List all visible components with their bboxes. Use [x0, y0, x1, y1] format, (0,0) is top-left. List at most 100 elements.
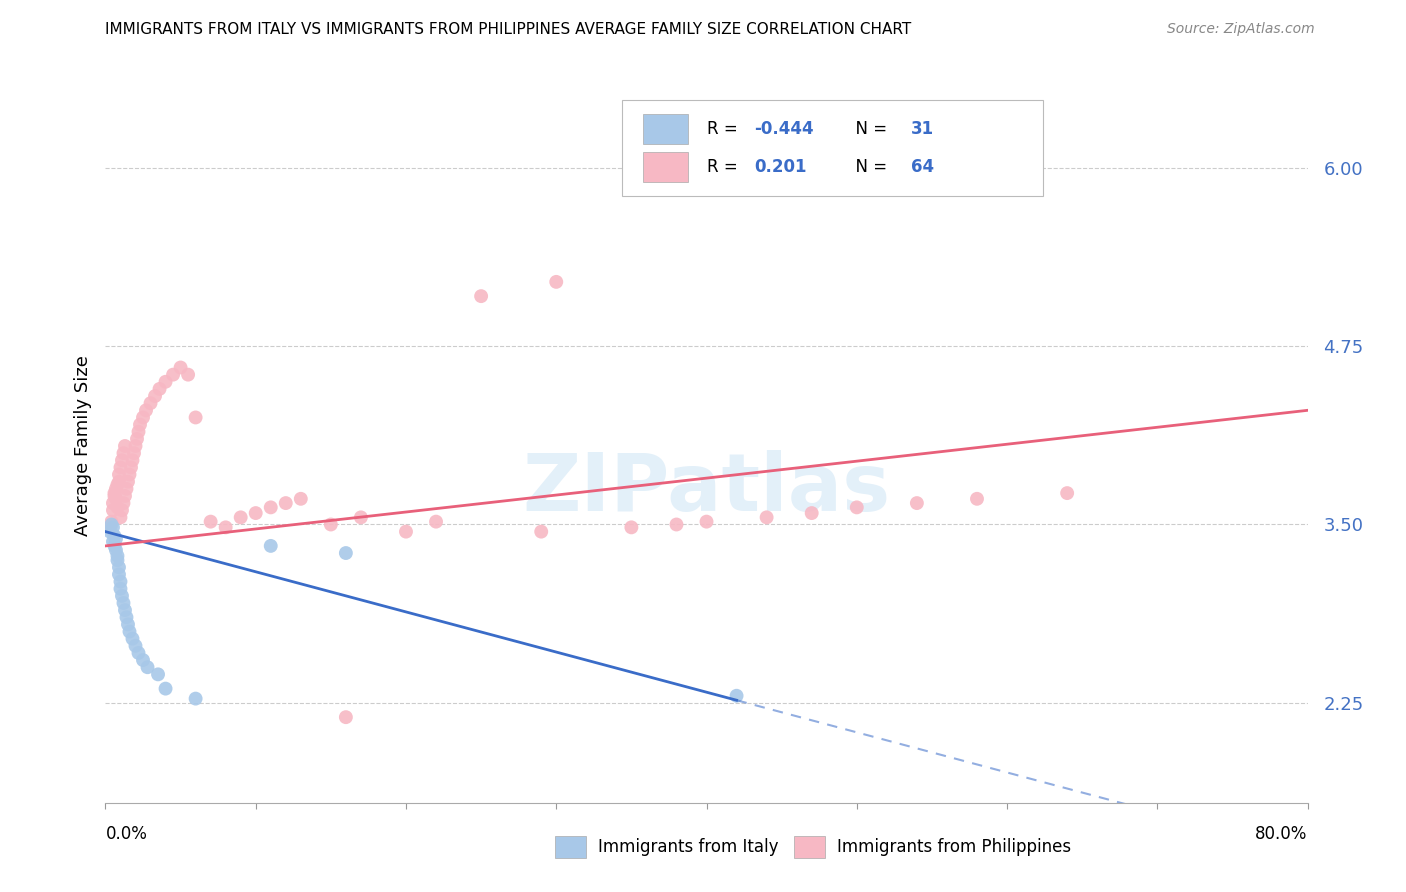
Point: [118, 624, 141, 639]
Point: [245, 506, 267, 520]
Text: 0.0%: 0.0%: [105, 825, 148, 843]
Point: [139, 396, 162, 410]
Point: [114, 603, 136, 617]
Point: [115, 610, 138, 624]
Point: [98, 520, 121, 534]
Point: [129, 417, 152, 432]
Point: [115, 482, 138, 496]
Point: [148, 382, 170, 396]
Point: [155, 681, 177, 696]
Point: [100, 515, 122, 529]
Point: [184, 691, 207, 706]
Point: [103, 529, 125, 543]
Point: [104, 491, 127, 506]
Point: [121, 632, 143, 646]
Point: [620, 520, 643, 534]
Text: Source: ZipAtlas.com: Source: ZipAtlas.com: [1167, 22, 1315, 37]
Point: [107, 549, 129, 563]
Point: [110, 460, 132, 475]
Point: [725, 689, 748, 703]
Point: [169, 360, 191, 375]
Point: [128, 646, 150, 660]
Text: Immigrants from Philippines: Immigrants from Philippines: [837, 838, 1071, 856]
Point: [117, 475, 139, 489]
Text: 64: 64: [911, 158, 934, 176]
Point: [107, 553, 129, 567]
Point: [110, 582, 132, 596]
Point: [546, 275, 568, 289]
Point: [111, 589, 134, 603]
Point: [143, 389, 166, 403]
Point: [112, 496, 135, 510]
Point: [350, 510, 373, 524]
Point: [132, 653, 155, 667]
Point: [905, 496, 928, 510]
Point: [966, 491, 988, 506]
Text: N =: N =: [845, 158, 893, 176]
Text: 31: 31: [911, 120, 934, 138]
Point: [121, 453, 143, 467]
Point: [146, 667, 169, 681]
Point: [118, 467, 141, 482]
Point: [112, 596, 135, 610]
Point: [136, 660, 159, 674]
Point: [1056, 486, 1078, 500]
Point: [260, 500, 283, 515]
Point: [214, 520, 236, 534]
Point: [319, 517, 342, 532]
Point: [103, 489, 125, 503]
Point: [108, 467, 131, 482]
Text: IMMIGRANTS FROM ITALY VS IMMIGRANTS FROM PHILIPPINES AVERAGE FAMILY SIZE CORRELA: IMMIGRANTS FROM ITALY VS IMMIGRANTS FROM…: [105, 22, 911, 37]
Point: [110, 574, 132, 589]
Point: [112, 446, 135, 460]
Text: 80.0%: 80.0%: [1256, 825, 1308, 843]
Point: [111, 453, 134, 467]
Point: [107, 500, 129, 515]
Point: [132, 410, 155, 425]
Point: [755, 510, 778, 524]
Point: [103, 539, 125, 553]
Point: [290, 491, 312, 506]
Point: [108, 475, 131, 489]
Point: [128, 425, 150, 439]
Point: [101, 520, 124, 534]
Point: [696, 515, 718, 529]
Point: [177, 368, 200, 382]
Point: [335, 710, 357, 724]
Point: [114, 439, 136, 453]
Text: 0.201: 0.201: [755, 158, 807, 176]
Point: [107, 477, 129, 491]
Point: [103, 486, 125, 500]
Text: -0.444: -0.444: [755, 120, 814, 138]
Point: [395, 524, 418, 539]
Point: [120, 460, 142, 475]
Point: [335, 546, 357, 560]
Point: [155, 375, 177, 389]
Point: [124, 439, 146, 453]
Point: [117, 617, 139, 632]
Text: N =: N =: [845, 120, 893, 138]
Point: [260, 539, 283, 553]
Point: [184, 410, 207, 425]
Point: [108, 567, 131, 582]
Point: [101, 534, 124, 549]
Point: [122, 446, 145, 460]
Bar: [643, 152, 689, 182]
Point: [98, 524, 121, 539]
Point: [101, 496, 124, 510]
Point: [530, 524, 553, 539]
Y-axis label: Average Family Size: Average Family Size: [73, 356, 91, 536]
Point: [104, 482, 127, 496]
Point: [470, 289, 492, 303]
Text: ZIPatlas: ZIPatlas: [523, 450, 890, 528]
Point: [274, 496, 297, 510]
Point: [229, 510, 252, 524]
Text: Immigrants from Italy: Immigrants from Italy: [598, 838, 778, 856]
Bar: [643, 114, 689, 145]
Point: [108, 560, 131, 574]
Point: [800, 506, 823, 520]
Point: [845, 500, 868, 515]
Point: [110, 510, 132, 524]
Point: [665, 517, 688, 532]
Point: [200, 515, 222, 529]
